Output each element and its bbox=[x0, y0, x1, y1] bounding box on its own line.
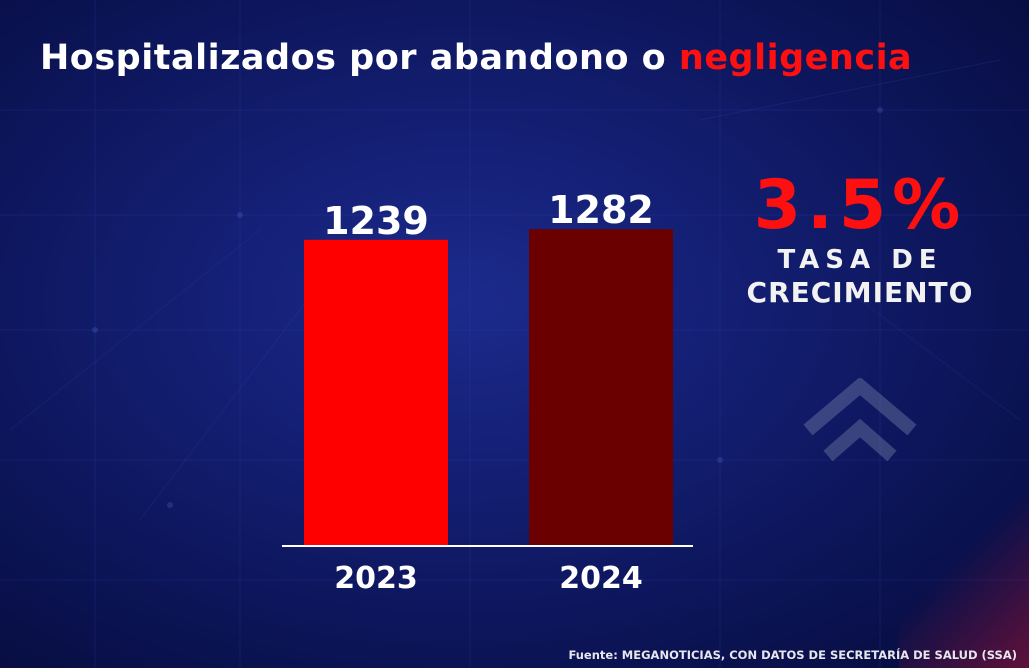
growth-rate-panel: 3.5% TASA DE CRECIMIENTO bbox=[740, 168, 980, 310]
growth-rate-value: 3.5% bbox=[753, 166, 967, 245]
data-label-2024: 1282 bbox=[548, 188, 654, 232]
x-tick-label-2023: 2023 bbox=[334, 561, 418, 596]
growth-rate-label-line1: TASA DE bbox=[777, 245, 943, 275]
source-note: Fuente: MEGANOTICIAS, CON DATOS DE SECRE… bbox=[568, 648, 1017, 662]
title-accent: negligencia bbox=[678, 38, 913, 78]
x-tick-label-2024: 2024 bbox=[559, 561, 643, 596]
chart-title: Hospitalizados por abandono o negligenci… bbox=[40, 38, 912, 78]
data-label-2023: 1239 bbox=[323, 199, 429, 243]
bar-2023 bbox=[304, 239, 448, 547]
growth-rate-label-line2: CRECIMIENTO bbox=[746, 276, 974, 309]
chevron-up-double-icon bbox=[803, 378, 917, 462]
corner-accent bbox=[899, 468, 1029, 668]
bar-2024 bbox=[529, 229, 673, 547]
title-main: Hospitalizados por abandono o bbox=[40, 38, 667, 78]
